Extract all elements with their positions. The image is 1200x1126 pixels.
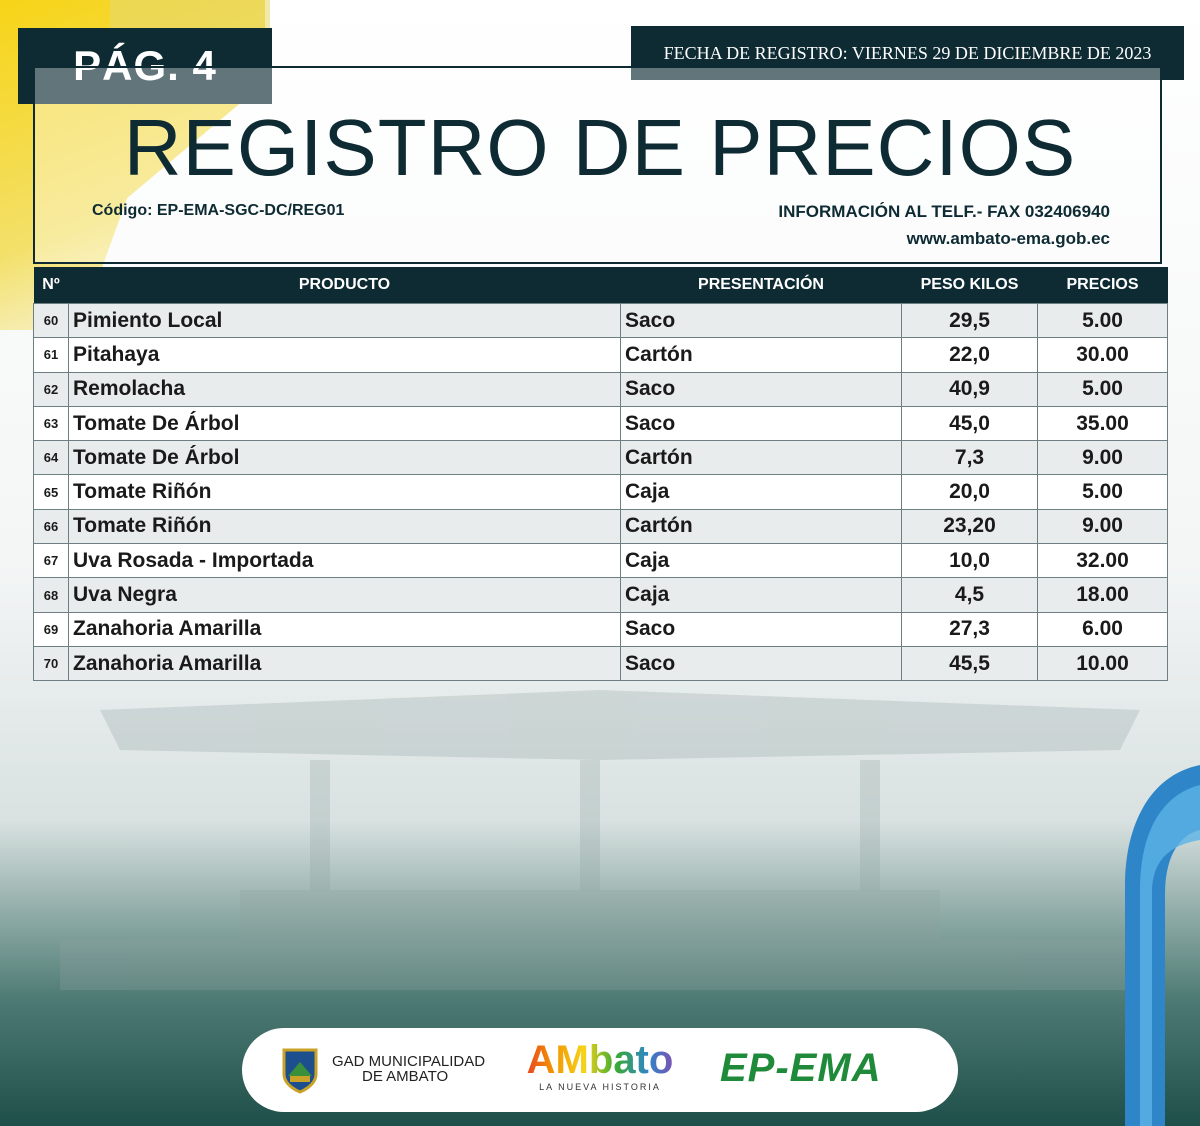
weight-kg: 27,3 (901, 611, 1038, 647)
footer-logos-bar: GAD MUNICIPALIDAD DE AMBATO AMbato LA NU… (242, 1028, 958, 1112)
row-number: 67 (33, 543, 69, 579)
price: 32.00 (1037, 543, 1168, 579)
presentation: Caja (620, 474, 902, 510)
price: 5.00 (1037, 302, 1168, 339)
price: 5.00 (1037, 474, 1168, 510)
row-number: 70 (33, 645, 69, 682)
column-header-product: PRODUCTO (68, 267, 621, 304)
row-number: 65 (33, 474, 69, 510)
presentation: Cartón (620, 440, 902, 476)
price: 6.00 (1037, 611, 1168, 647)
table-row: 62 Remolacha Saco 40,9 5.00 (33, 371, 1168, 407)
contact-info: INFORMACIÓN AL TELF.- FAX 032406940 (778, 202, 1110, 221)
weight-kg: 7,3 (901, 440, 1038, 476)
weight-kg: 23,20 (901, 508, 1038, 545)
weight-kg: 45,5 (901, 645, 1038, 682)
table-row: 66 Tomate Riñón Cartón 23,20 9.00 (33, 508, 1168, 545)
weight-kg: 4,5 (901, 577, 1038, 613)
presentation: Saco (620, 645, 902, 682)
presentation: Caja (620, 577, 902, 613)
weight-kg: 10,0 (901, 543, 1038, 579)
presentation: Cartón (620, 508, 902, 545)
row-number: 66 (33, 508, 69, 545)
price: 35.00 (1037, 405, 1168, 442)
row-number: 62 (33, 371, 69, 407)
weight-kg: 45,0 (901, 405, 1038, 442)
table-row: 63 Tomate De Árbol Saco 45,0 35.00 (33, 405, 1168, 442)
table-row: 69 Zanahoria Amarilla Saco 27,3 6.00 (33, 611, 1168, 647)
registration-date: FECHA DE REGISTRO: VIERNES 29 DE DICIEMB… (631, 26, 1184, 80)
table-row: 65 Tomate Riñón Caja 20,0 5.00 (33, 474, 1168, 510)
product-name: Tomate De Árbol (68, 405, 621, 442)
gad-line-2: DE AMBATO (362, 1068, 449, 1085)
municipal-shield-icon (282, 1048, 318, 1094)
column-header-presentation: PRESENTACIÓN (620, 267, 902, 304)
product-name: Uva Negra (68, 577, 621, 613)
price: 5.00 (1037, 371, 1168, 407)
row-number: 69 (33, 611, 69, 647)
weight-kg: 40,9 (901, 371, 1038, 407)
product-name: Tomate Riñón (68, 508, 621, 545)
page-title: REGISTRO DE PRECIOS (123, 103, 1077, 192)
table-row: 60 Pimiento Local Saco 29,5 5.00 (33, 302, 1168, 339)
price: 10.00 (1037, 645, 1168, 682)
table-row: 70 Zanahoria Amarilla Saco 45,5 10.00 (33, 645, 1168, 682)
website-link[interactable]: www.ambato-ema.gob.ec (906, 229, 1110, 248)
column-header-price: PRECIOS (1037, 267, 1168, 304)
row-number: 64 (33, 440, 69, 476)
weight-kg: 20,0 (901, 474, 1038, 510)
product-name: Zanahoria Amarilla (68, 645, 621, 682)
row-number: 68 (33, 577, 69, 613)
column-header-number: Nº (33, 267, 69, 304)
price-table: Nº PRODUCTO PRESENTACIÓN PESO KILOS PREC… (33, 267, 1168, 682)
product-name: Tomate De Árbol (68, 440, 621, 476)
decorative-blue-arch (1125, 765, 1200, 1126)
document-code: Código: EP-EMA-SGC-DC/REG01 (92, 202, 345, 219)
table-header-row: Nº PRODUCTO PRESENTACIÓN PESO KILOS PREC… (33, 267, 1168, 304)
product-name: Remolacha (68, 371, 621, 407)
product-name: Tomate Riñón (68, 474, 621, 510)
row-number: 61 (33, 337, 69, 373)
product-name: Uva Rosada - Importada (68, 543, 621, 579)
product-name: Pimiento Local (68, 302, 621, 339)
price: 30.00 (1037, 337, 1168, 373)
product-name: Pitahaya (68, 337, 621, 373)
presentation: Saco (620, 371, 902, 407)
price: 9.00 (1037, 508, 1168, 545)
gad-logo-text: GAD MUNICIPALIDAD DE AMBATO (332, 1054, 485, 1084)
column-header-weight: PESO KILOS (901, 267, 1038, 304)
presentation: Saco (620, 405, 902, 442)
product-name: Zanahoria Amarilla (68, 611, 621, 647)
ambato-tagline: LA NUEVA HISTORIA (539, 1082, 661, 1092)
presentation: Saco (620, 611, 902, 647)
table-row: 67 Uva Rosada - Importada Caja 10,0 32.0… (33, 543, 1168, 579)
price: 9.00 (1037, 440, 1168, 476)
row-number: 60 (33, 302, 69, 339)
table-row: 64 Tomate De Árbol Cartón 7,3 9.00 (33, 440, 1168, 476)
weight-kg: 22,0 (901, 337, 1038, 373)
gad-line-1: GAD MUNICIPALIDAD (332, 1053, 486, 1070)
ambato-wordmark: AMbato (520, 1038, 680, 1082)
table-row: 68 Uva Negra Caja 4,5 18.00 (33, 577, 1168, 613)
header-frame (33, 66, 1162, 264)
price: 18.00 (1037, 577, 1168, 613)
ambato-logo: AMbato LA NUEVA HISTORIA (520, 1038, 680, 1092)
row-number: 63 (33, 405, 69, 442)
presentation: Saco (620, 302, 902, 339)
presentation: Caja (620, 543, 902, 579)
market-building-silhouette (60, 690, 1140, 990)
weight-kg: 29,5 (901, 302, 1038, 339)
ep-ema-logo: EP-EMA (720, 1046, 882, 1090)
table-row: 61 Pitahaya Cartón 22,0 30.00 (33, 337, 1168, 373)
presentation: Cartón (620, 337, 902, 373)
